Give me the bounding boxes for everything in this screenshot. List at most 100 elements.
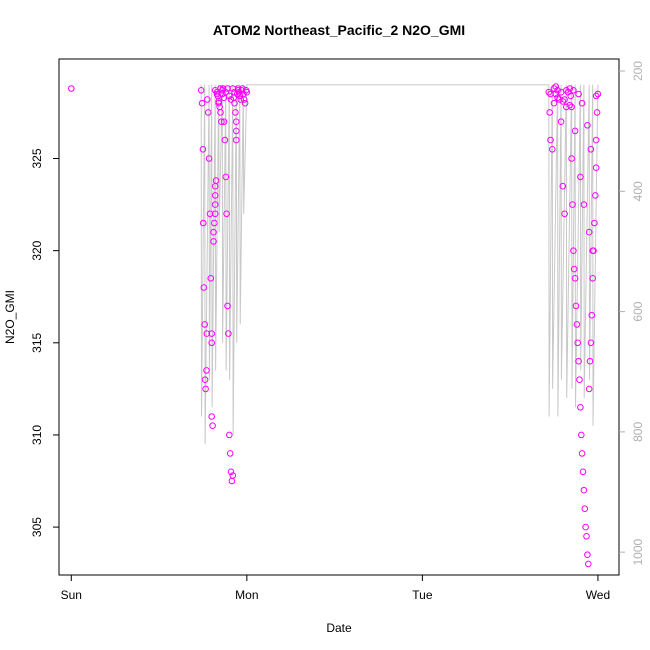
data-point — [550, 85, 558, 92]
data-point — [550, 99, 558, 107]
data-point — [585, 385, 593, 393]
data-point — [243, 88, 251, 96]
data-point — [227, 96, 235, 103]
data-point — [241, 99, 249, 107]
x-tick-label: Tue — [412, 588, 433, 602]
data-point — [576, 376, 583, 384]
data-point — [583, 533, 590, 540]
chart-title: ATOM2 Northeast_Pacific_2 N2O_GMI — [213, 22, 465, 38]
data-point — [571, 127, 579, 135]
data-point — [585, 560, 592, 568]
data-point — [593, 109, 601, 116]
x-tick-label: Mon — [235, 588, 258, 602]
data-point — [218, 118, 225, 125]
data-point — [586, 357, 594, 365]
data-point — [237, 96, 244, 103]
data-point — [223, 210, 230, 218]
data-point — [211, 201, 219, 208]
data-point — [226, 450, 234, 457]
data-point — [592, 192, 599, 199]
x-axis-label: Date — [326, 621, 352, 635]
data-point — [577, 173, 584, 181]
data-point — [215, 99, 222, 107]
y2-tick-label: 800 — [631, 422, 645, 442]
data-point — [232, 109, 239, 116]
data-point — [200, 219, 207, 227]
y-tick-label: 315 — [30, 332, 44, 352]
y-tick-label: 325 — [30, 148, 44, 168]
data-point — [566, 101, 574, 109]
data-point — [568, 155, 575, 162]
data-point — [570, 265, 578, 273]
data-point — [582, 523, 589, 531]
data-point — [217, 85, 224, 92]
data-point — [589, 247, 597, 254]
data-point — [579, 468, 587, 476]
data-point — [547, 136, 554, 144]
data-point — [570, 247, 577, 254]
data-point — [546, 109, 554, 116]
data-point — [557, 118, 565, 125]
data-point — [574, 339, 582, 347]
data-point — [592, 164, 600, 171]
data-point — [213, 90, 221, 98]
data-point — [561, 210, 568, 218]
data-point — [587, 339, 595, 347]
data-point — [578, 450, 586, 457]
data-point — [594, 90, 602, 98]
data-point — [592, 92, 600, 100]
data-points — [68, 83, 602, 568]
y-tick-label: 305 — [30, 517, 44, 537]
data-point — [198, 99, 206, 107]
data-point — [229, 85, 237, 92]
data-point — [573, 321, 581, 328]
data-point — [233, 127, 240, 135]
data-point — [227, 468, 235, 476]
data-point — [203, 330, 211, 337]
data-point — [208, 330, 215, 337]
data-point — [68, 85, 75, 92]
data-point — [584, 551, 591, 559]
data-point — [575, 90, 582, 98]
data-point — [236, 92, 244, 100]
data-point — [207, 275, 215, 282]
profile-lines — [200, 84, 599, 445]
y-axis-label: N2O_GMI — [3, 290, 17, 344]
data-point — [222, 88, 230, 96]
y-axis-left: 305 310 315 320 325 — [30, 148, 59, 537]
data-point — [201, 376, 209, 384]
data-point — [202, 385, 209, 393]
data-point — [571, 275, 579, 282]
data-point — [578, 431, 585, 439]
data-point — [210, 228, 217, 236]
data-point — [588, 311, 596, 319]
x-tick-label: Sun — [61, 588, 82, 602]
plot-frame — [58, 58, 620, 576]
data-point — [557, 88, 565, 96]
data-point — [228, 477, 236, 485]
data-point — [552, 83, 560, 90]
data-point — [231, 99, 238, 107]
y-axis-right: 200 400 600 800 1000 — [619, 61, 645, 565]
data-point — [221, 136, 229, 144]
data-point — [584, 122, 591, 129]
data-point — [229, 472, 237, 479]
data-point — [211, 210, 219, 218]
data-point — [547, 90, 554, 98]
data-point — [212, 177, 220, 184]
data-point — [580, 486, 588, 494]
data-point — [201, 321, 208, 328]
data-point — [205, 155, 213, 162]
data-point — [580, 201, 588, 208]
data-point — [208, 413, 215, 420]
data-point — [572, 302, 580, 310]
data-point — [231, 88, 238, 96]
data-point — [568, 103, 575, 111]
data-point — [197, 87, 205, 94]
data-point — [233, 118, 240, 125]
data-point — [561, 96, 568, 103]
data-point — [203, 367, 210, 374]
x-tick-label: Wed — [586, 588, 610, 602]
data-point — [224, 302, 231, 310]
data-point — [233, 136, 240, 144]
